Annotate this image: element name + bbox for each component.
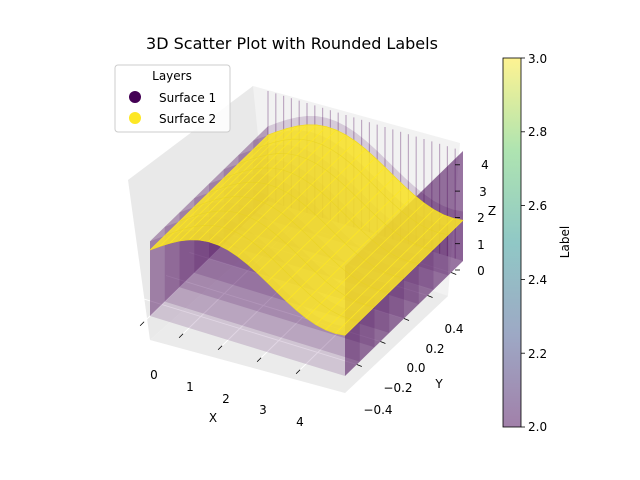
colorbar-tick-label: 2.2 — [528, 347, 547, 361]
x-tick-label: 0 — [150, 368, 158, 382]
colorbar-label: Label — [558, 226, 572, 258]
colorbar-tick-label: 2.0 — [528, 420, 547, 434]
colorbar-gradient — [503, 58, 521, 427]
legend-marker-surface-1 — [129, 91, 141, 103]
legend-label-surface-2: Surface 2 — [159, 112, 216, 126]
y-tick-mark — [451, 272, 457, 275]
x-tick-label: 3 — [259, 403, 267, 417]
z-axis-label: Z — [488, 204, 496, 218]
series-surface-2 — [149, 124, 464, 336]
colorbar-frame — [502, 57, 522, 428]
axis-ticks: 0 1 2 3 4 X −0.4 −0.2 0.0 0.2 0.4 Y 0 1 … — [139, 158, 496, 429]
z-tick-label: 4 — [481, 158, 489, 172]
z-tick-label: 0 — [477, 264, 485, 278]
z-tick-label: 2 — [477, 211, 485, 225]
colorbar: 2.0 2.2 2.4 2.6 2.8 3.0 Label — [502, 52, 572, 434]
x-tick-label: 4 — [296, 415, 304, 429]
x-tick-label: 1 — [186, 380, 194, 394]
x-tick-mark — [256, 357, 262, 363]
x-tick-label: 2 — [222, 392, 230, 406]
y-tick-label: 0.2 — [425, 342, 444, 356]
legend-label-surface-1: Surface 1 — [159, 91, 216, 105]
colorbar-ticks — [521, 57, 525, 428]
surface-2-row — [238, 153, 434, 250]
y-tick-mark — [403, 318, 410, 321]
y-axis-label: Y — [434, 377, 443, 391]
legend-title: Layers — [152, 69, 192, 83]
surface-2-row — [253, 138, 449, 236]
legend-box — [114, 64, 231, 133]
y-tick-label: 0.0 — [406, 361, 425, 375]
x-tick-mark — [295, 369, 301, 375]
surface-2-row — [149, 239, 346, 336]
colorbar-tick-label: 3.0 — [528, 52, 547, 66]
surface-2-row — [223, 167, 419, 264]
colorbar-tick-label: 2.8 — [528, 125, 547, 139]
x-tick-mark — [178, 333, 184, 339]
y-tick-label: −0.2 — [383, 381, 412, 395]
chart-title: 3D Scatter Plot with Rounded Labels — [146, 34, 438, 53]
y-tick-label: 0.4 — [444, 322, 463, 336]
x-tick-mark — [139, 321, 145, 327]
y-tick-mark — [356, 364, 362, 367]
y-tick-mark — [380, 341, 386, 344]
surface-2-row — [179, 210, 375, 307]
surface-1-slab — [164, 216, 360, 362]
surface-2-row — [164, 225, 360, 322]
grid-line — [142, 298, 357, 365]
x-axis-label: X — [209, 411, 217, 425]
x-tick-mark — [217, 345, 223, 351]
surface-2-row — [208, 181, 405, 279]
legend: Layers Surface 1 Surface 2 — [114, 64, 231, 133]
legend-marker-surface-2 — [129, 112, 141, 124]
surface-2-row — [267, 124, 464, 221]
surface-2-row — [194, 196, 390, 293]
z-tick-label: 3 — [479, 185, 487, 199]
y-tick-label: −0.4 — [363, 403, 392, 417]
y-tick-mark — [427, 295, 433, 298]
surface-1-slab — [150, 230, 345, 376]
colorbar-tick-label: 2.4 — [528, 273, 547, 287]
colorbar-tick-label: 2.6 — [528, 199, 547, 213]
z-tick-label: 1 — [477, 238, 485, 252]
